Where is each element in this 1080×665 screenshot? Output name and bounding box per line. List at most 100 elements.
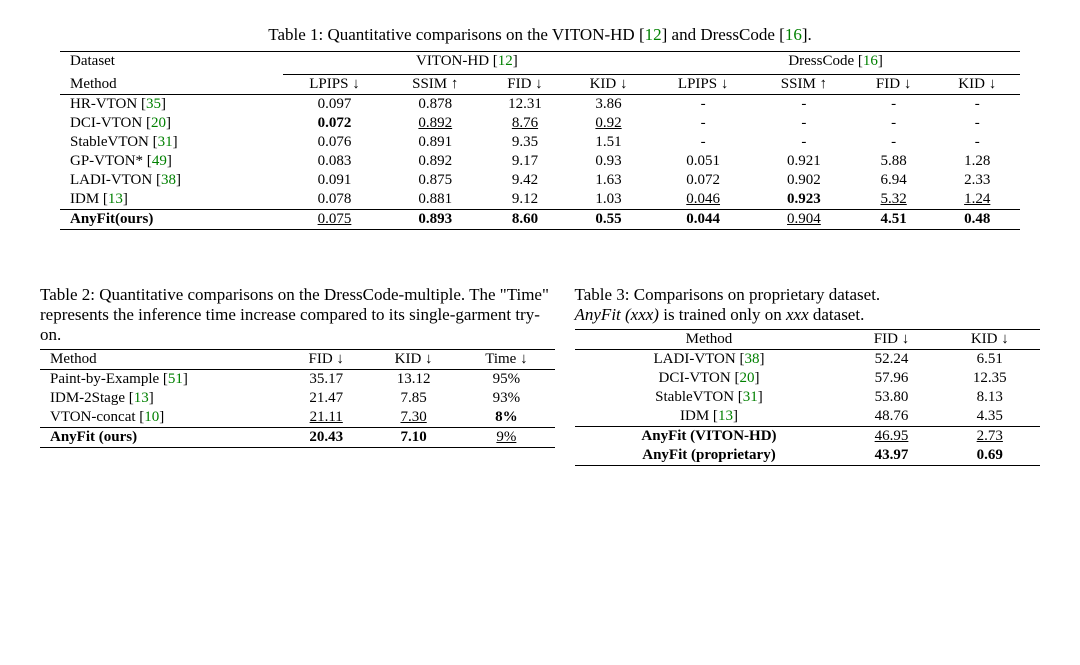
table-cell: 57.96 [843,369,939,388]
col-kid-2: KID ↓ [934,75,1020,95]
table-cell: 3.86 [566,95,651,115]
col-ssim-2: SSIM ↑ [755,75,853,95]
cite-12b[interactable]: 12 [498,53,513,69]
col-lpips-2: LPIPS ↓ [651,75,755,95]
table-cell: - [934,95,1020,115]
table-cell: - [755,133,853,152]
table3-header-method: Method [575,330,844,350]
col-kid-t3: KID ↓ [940,330,1040,350]
table-cell: 95% [458,370,554,390]
table-cell: 0.923 [755,190,853,210]
table2: Method FID ↓ KID ↓ Time ↓ Paint-by-Examp… [40,349,555,448]
table-cell: - [934,133,1020,152]
table-cell: 6.51 [940,350,1040,370]
col-time-t2: Time ↓ [458,350,554,370]
cite[interactable]: 13 [718,408,733,424]
table-cell: 0.075 [283,210,387,230]
table2-ours-label: AnyFit (ours) [40,428,283,448]
table-cell: 21.11 [283,408,368,428]
table-cell: 35.17 [283,370,368,390]
table-cell: 0.072 [283,114,387,133]
table-row-method: GP-VTON* [49] [60,152,253,171]
table-cell: 2.73 [940,427,1040,447]
cite[interactable]: 10 [144,409,159,425]
col-kid-1: KID ↓ [566,75,651,95]
table-cell: 0.076 [283,133,387,152]
table-row-method: LADI-VTON [38] [575,350,844,370]
table-row-method: LADI-VTON [38] [60,171,253,190]
table-cell: - [651,114,755,133]
table-row-method: IDM [13] [60,190,253,210]
table-cell: 48.76 [843,407,939,427]
table-row-method: IDM [13] [575,407,844,427]
table2-header-method: Method [40,350,283,370]
table-cell: 1.03 [566,190,651,210]
table-cell: 8% [458,408,554,428]
table-cell: 4.35 [940,407,1040,427]
table-cell: - [853,114,935,133]
cite[interactable]: 35 [146,96,161,112]
cite[interactable]: 20 [151,115,166,131]
cite-12a[interactable]: 12 [645,25,662,44]
table-cell: 2.33 [934,171,1020,190]
table-cell: 0.55 [566,210,651,230]
table3-ours2-label: AnyFit (proprietary) [575,446,844,466]
cite[interactable]: 31 [743,389,758,405]
table-cell: 0.097 [283,95,387,115]
table-cell: - [651,95,755,115]
table-cell: 0.921 [755,152,853,171]
table-cell: 20.43 [283,428,368,448]
table-cell: 7.30 [369,408,458,428]
cite[interactable]: 13 [134,390,149,406]
table3-ours1-label: AnyFit (VITON-HD) [575,427,844,447]
table-cell: 0.051 [651,152,755,171]
table-cell: 0.904 [755,210,853,230]
cite[interactable]: 38 [161,172,176,188]
table-cell: 9% [458,428,554,448]
table-cell: 4.51 [853,210,935,230]
table-cell: 0.893 [386,210,484,230]
cite-16b[interactable]: 16 [863,53,878,69]
table-cell: 0.083 [283,152,387,171]
table-cell: 52.24 [843,350,939,370]
table-cell: - [755,95,853,115]
table-cell: 93% [458,389,554,408]
table-cell: 0.044 [651,210,755,230]
cite[interactable]: 38 [744,351,759,367]
table-cell: 0.48 [934,210,1020,230]
table-cell: 9.17 [484,152,566,171]
table-cell: 6.94 [853,171,935,190]
table-cell: 0.892 [386,152,484,171]
table-cell: 46.95 [843,427,939,447]
table-cell: - [651,133,755,152]
cite[interactable]: 51 [168,371,183,387]
cite[interactable]: 49 [152,153,167,169]
table-cell: 5.88 [853,152,935,171]
cite-16a[interactable]: 16 [785,25,802,44]
cite[interactable]: 13 [108,191,123,207]
table-row-method: StableVTON [31] [575,388,844,407]
table-cell: - [934,114,1020,133]
cite[interactable]: 20 [739,370,754,386]
table-cell: 0.091 [283,171,387,190]
col-ssim-1: SSIM ↑ [386,75,484,95]
table-cell: 7.10 [369,428,458,448]
table-cell: 1.51 [566,133,651,152]
table-cell: 0.078 [283,190,387,210]
table-cell: 0.875 [386,171,484,190]
table-row-method: DCI-VTON [20] [60,114,253,133]
table-cell: 12.31 [484,95,566,115]
table-cell: 43.97 [843,446,939,466]
table-row-method: IDM-2Stage [13] [40,389,283,408]
table-cell: 0.072 [651,171,755,190]
table3: Method FID ↓ KID ↓ LADI-VTON [38]52.246.… [575,329,1041,466]
cite[interactable]: 31 [158,134,173,150]
table-cell: 9.12 [484,190,566,210]
table-cell: 9.35 [484,133,566,152]
table-row-method: StableVTON [31] [60,133,253,152]
table1-header-dress: DressCode [16] [651,52,1020,72]
table-cell: 9.42 [484,171,566,190]
table1-header-viton: VITON-HD [12] [283,52,652,72]
col-fid-1: FID ↓ [484,75,566,95]
table-cell: 0.902 [755,171,853,190]
